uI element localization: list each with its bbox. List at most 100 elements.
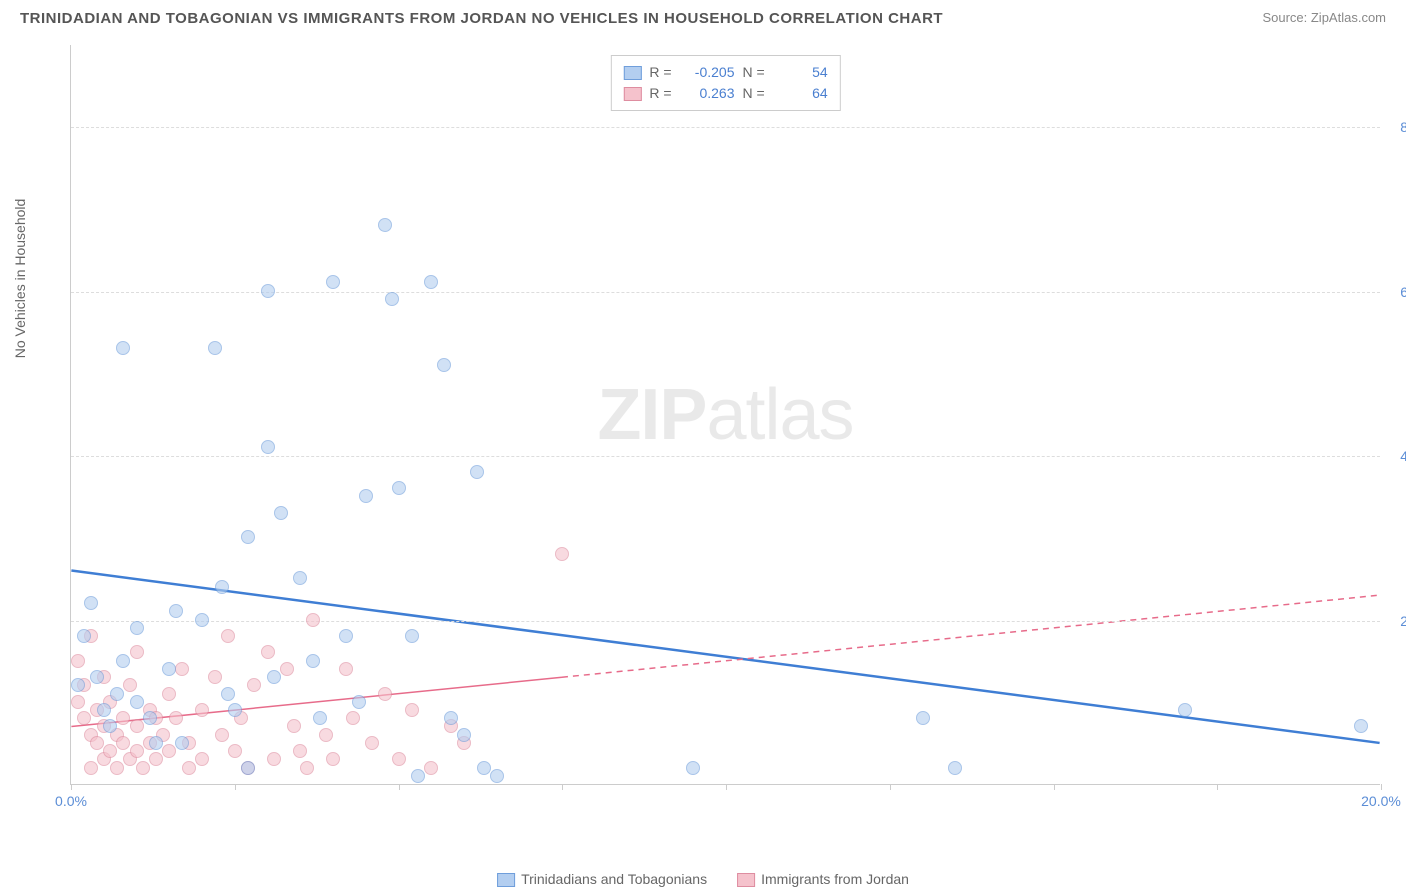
scatter-point-s2 [162,744,176,758]
ytick-label: 20.0% [1400,613,1406,629]
scatter-point-s2 [326,752,340,766]
legend-swatch-1 [623,66,641,80]
scatter-point-s2 [392,752,406,766]
scatter-point-s1 [686,761,700,775]
scatter-point-s1 [267,670,281,684]
scatter-point-s1 [241,530,255,544]
scatter-point-s2 [221,629,235,643]
gridline [71,456,1380,457]
scatter-point-s2 [84,761,98,775]
scatter-point-s2 [267,752,281,766]
scatter-point-s1 [241,761,255,775]
scatter-point-s1 [424,275,438,289]
r-label: R = [649,83,671,104]
scatter-point-s2 [169,711,183,725]
scatter-point-s2 [215,728,229,742]
xtick [1054,784,1055,790]
scatter-point-s1 [71,678,85,692]
xtick [562,784,563,790]
scatter-point-s1 [948,761,962,775]
scatter-point-s1 [208,341,222,355]
scatter-point-s1 [385,292,399,306]
scatter-point-s1 [221,687,235,701]
scatter-point-s2 [293,744,307,758]
scatter-point-s1 [293,571,307,585]
scatter-point-s1 [169,604,183,618]
scatter-point-s1 [378,218,392,232]
scatter-point-s1 [306,654,320,668]
scatter-point-s2 [261,645,275,659]
scatter-point-s1 [195,613,209,627]
legend-label: Trinidadians and Tobagonians [521,871,707,887]
xtick [71,784,72,790]
scatter-point-s2 [405,703,419,717]
legend-label: Immigrants from Jordan [761,871,909,887]
scatter-point-s2 [280,662,294,676]
scatter-point-s1 [326,275,340,289]
scatter-point-s2 [195,703,209,717]
y-axis-label: No Vehicles in Household [12,199,28,359]
scatter-point-s1 [228,703,242,717]
scatter-point-s1 [470,465,484,479]
scatter-point-s1 [274,506,288,520]
scatter-point-s1 [143,711,157,725]
xtick [235,784,236,790]
scatter-point-s1 [149,736,163,750]
scatter-point-s1 [477,761,491,775]
scatter-point-s2 [182,761,196,775]
legend-row-1: R = -0.205 N = 54 [623,62,827,83]
ytick-label: 80.0% [1400,119,1406,135]
r-value: -0.205 [680,62,735,83]
scatter-point-s1 [116,341,130,355]
xtick-label: 0.0% [55,793,87,809]
n-value: 64 [773,83,828,104]
scatter-point-s2 [130,719,144,733]
n-label: N = [743,62,765,83]
scatter-point-s1 [261,440,275,454]
scatter-point-s1 [359,489,373,503]
correlation-legend: R = -0.205 N = 54 R = 0.263 N = 64 [610,55,840,111]
xtick-label: 20.0% [1361,793,1401,809]
ytick-label: 40.0% [1400,448,1406,464]
legend-item-2: Immigrants from Jordan [737,871,909,887]
scatter-point-s1 [411,769,425,783]
scatter-point-s2 [149,752,163,766]
scatter-point-s2 [319,728,333,742]
scatter-point-s2 [228,744,242,758]
scatter-point-s1 [261,284,275,298]
scatter-point-s2 [424,761,438,775]
legend-swatch-2 [737,873,755,887]
xtick [399,784,400,790]
legend-swatch-1 [497,873,515,887]
scatter-point-s1 [339,629,353,643]
scatter-point-s1 [84,596,98,610]
scatter-point-s1 [437,358,451,372]
chart-title: TRINIDADIAN AND TOBAGONIAN VS IMMIGRANTS… [20,10,943,27]
scatter-point-s2 [116,736,130,750]
scatter-point-s1 [352,695,366,709]
gridline [71,127,1380,128]
scatter-point-s2 [555,547,569,561]
n-label: N = [743,83,765,104]
scatter-point-s2 [130,744,144,758]
scatter-point-s1 [116,654,130,668]
scatter-point-s2 [71,695,85,709]
scatter-point-s1 [457,728,471,742]
scatter-point-s2 [339,662,353,676]
ytick-label: 60.0% [1400,284,1406,300]
scatter-point-s2 [306,613,320,627]
scatter-point-s1 [110,687,124,701]
scatter-point-s2 [247,678,261,692]
scatter-point-s2 [195,752,209,766]
scatter-point-s2 [123,678,137,692]
scatter-point-s2 [346,711,360,725]
scatter-point-s1 [490,769,504,783]
scatter-point-s1 [130,621,144,635]
scatter-point-s2 [110,761,124,775]
xtick [726,784,727,790]
scatter-point-s2 [116,711,130,725]
scatter-point-s1 [77,629,91,643]
scatter-point-s2 [208,670,222,684]
scatter-point-s2 [130,645,144,659]
scatter-point-s2 [77,711,91,725]
